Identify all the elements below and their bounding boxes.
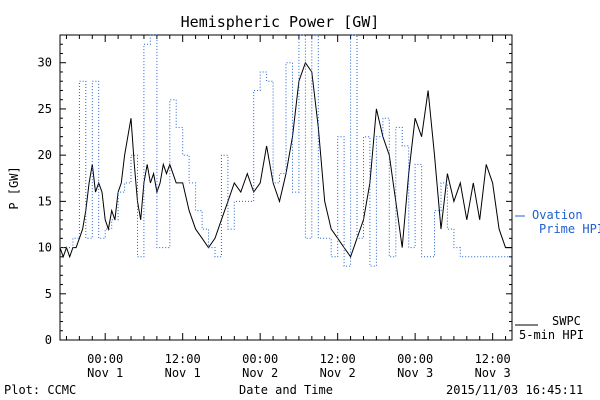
swpc-legend-line1: SWPC [552, 314, 581, 328]
y-tick-label: 20 [38, 148, 52, 162]
plot-area [59, 34, 513, 341]
y-axis-label: P [GW] [7, 166, 21, 209]
swpc-legend-line2: 5-min HPI [519, 328, 584, 342]
x-tick-date-label: Nov 2 [320, 366, 356, 380]
x-tick-date-label: Nov 3 [397, 366, 433, 380]
x-tick-time-label: 12:00 [320, 352, 356, 366]
y-tick-label: 15 [38, 194, 52, 208]
ovation-legend-line1: Ovation [532, 208, 583, 222]
x-tick-time-label: 00:00 [242, 352, 278, 366]
x-tick-date-label: Nov 2 [242, 366, 278, 380]
x-tick-time-label: 12:00 [475, 352, 511, 366]
footer-timestamp: 2015/11/03 16:45:11 [446, 383, 583, 397]
x-tick-date-label: Nov 3 [475, 366, 511, 380]
chart-title: Hemispheric Power [GW] [181, 13, 380, 31]
footer-credit: Plot: CCMC [4, 383, 76, 397]
legend: Ovation Prime HPI SWPC 5-min HPI [515, 208, 600, 342]
y-tick-label: 5 [45, 287, 52, 301]
y-tick-label: 0 [45, 333, 52, 347]
x-tick-time-label: 12:00 [165, 352, 201, 366]
ovation-legend-line2: Prime HPI [539, 222, 600, 236]
y-tick-label: 10 [38, 241, 52, 255]
x-axis-label: Date and Time [239, 383, 333, 397]
x-tick-date-label: Nov 1 [165, 366, 201, 380]
x-tick-date-label: Nov 1 [87, 366, 123, 380]
x-tick-time-label: 00:00 [87, 352, 123, 366]
swpc-series-line [59, 61, 512, 259]
ovation-prime-series-line [60, 34, 512, 267]
y-tick-label: 25 [38, 102, 52, 116]
series-group [59, 34, 512, 267]
x-tick-time-label: 00:00 [397, 352, 433, 366]
y-tick-label: 30 [38, 56, 52, 70]
plot-frame [59, 34, 513, 341]
y-axis: 0 5 10 15 20 25 30 [38, 34, 512, 347]
